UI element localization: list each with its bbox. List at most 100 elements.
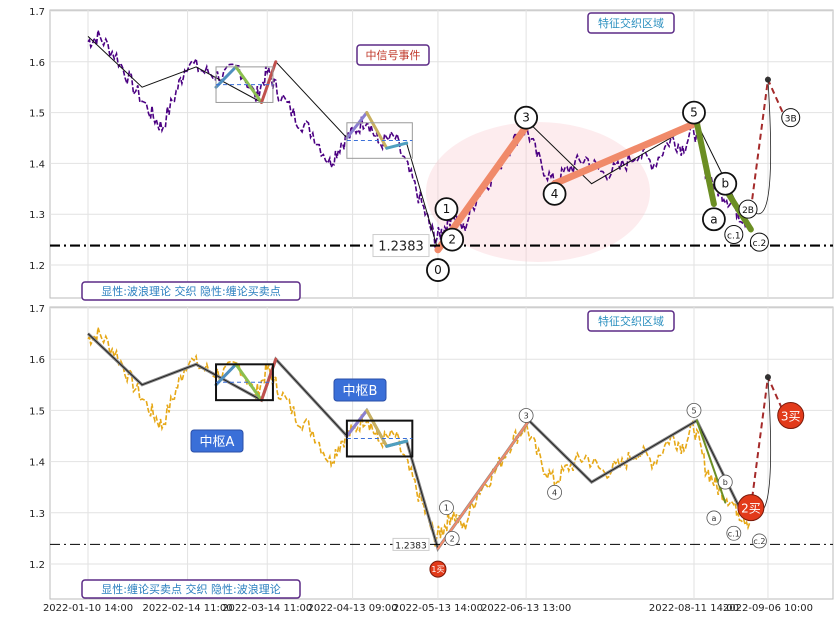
buy-point bbox=[737, 494, 765, 522]
top-overlay: 1.2383 0 1 2 3 4 5 a b c.1 c.2 2B 3B bbox=[50, 66, 833, 282]
wave-label: a bbox=[710, 212, 717, 226]
wave-segment bbox=[551, 119, 701, 188]
bottom-y-axis: 1.2 1.3 1.4 1.5 1.6 1.7 bbox=[29, 304, 45, 571]
wave-label-circle-small bbox=[686, 402, 702, 418]
wave-label-small: 3 bbox=[524, 412, 529, 421]
wave-segment bbox=[234, 362, 264, 402]
wave-label-small: c.1 bbox=[728, 529, 740, 538]
y-tick-label: 1.5 bbox=[29, 406, 45, 417]
y-tick-label: 1.2 bbox=[29, 560, 45, 571]
wave-label-circle bbox=[434, 197, 459, 222]
center-label-box bbox=[190, 429, 244, 453]
wave-label-small: 5 bbox=[691, 406, 696, 415]
zone-label-bottom: 特征交织区域 bbox=[587, 310, 675, 332]
y-tick-label: 1.3 bbox=[29, 509, 45, 520]
bottom-overlay: 1.2383 1 2 3 4 5 a b c.1 c.2 中枢A 中枢B 1买 2买 3买 bbox=[50, 363, 833, 578]
x-tick-label: 2022-09-06 10:00 bbox=[723, 603, 813, 614]
wave-label-circle bbox=[426, 258, 450, 282]
wave-segment bbox=[345, 408, 369, 438]
wave-label-circle-small bbox=[726, 525, 742, 541]
legend-bottom-text: 显性:缠论买卖点 交织 隐性:波浪理论 bbox=[101, 582, 280, 596]
wave-label: 2 bbox=[448, 233, 456, 247]
bottom-panel-frame bbox=[49, 306, 834, 600]
wave-label: 3B bbox=[785, 115, 797, 125]
wave-label-circle bbox=[738, 199, 758, 219]
buy-point bbox=[429, 560, 447, 578]
wave-label: b bbox=[721, 177, 729, 191]
wave-segment bbox=[365, 408, 389, 448]
y-tick-label: 1.4 bbox=[29, 159, 45, 170]
buy-point-label: 2买 bbox=[741, 502, 761, 516]
wave-label-circle bbox=[713, 171, 738, 196]
wave-label-circle bbox=[542, 181, 567, 206]
x-tick-label: 2022-08-11 14:00 bbox=[649, 603, 739, 614]
y-tick-label: 1.6 bbox=[29, 58, 45, 69]
projection-peak bbox=[764, 76, 771, 83]
wave-segment bbox=[234, 65, 264, 104]
signal-event-label: 中信号事件 bbox=[356, 44, 430, 66]
wave-label-circle-small bbox=[439, 500, 454, 516]
feature-zone-ellipse bbox=[426, 122, 650, 262]
support-value-box bbox=[372, 234, 430, 258]
wave-label-circle-small bbox=[752, 533, 767, 549]
top-panel: 1.2 1.3 1.4 1.5 1.6 1.7 1.2383 0 1 2 3 4 5 a b c.1 c.2 2… bbox=[29, 7, 834, 299]
x-tick-label: 2022-04-13 09:00 bbox=[308, 603, 398, 614]
wave-label-small: 2 bbox=[450, 534, 455, 543]
wave-label-circle-small bbox=[518, 408, 534, 423]
top-grid bbox=[50, 10, 833, 298]
legend-bottom: 显性:缠论买卖点 交织 隐性:波浪理论 bbox=[81, 579, 301, 599]
y-tick-label: 1.2 bbox=[29, 261, 45, 272]
wave-segment bbox=[695, 419, 727, 504]
wave-label-small: b bbox=[723, 478, 728, 487]
x-tick-label: 2022-05-13 14:00 bbox=[393, 603, 483, 614]
legend-top: 显性:波浪理论 交织 隐性:缠论买卖点 bbox=[81, 281, 301, 301]
x-axis: 2022-01-10 14:00 2022-02-14 11:002022-03-… bbox=[43, 603, 813, 614]
y-tick-label: 1.4 bbox=[29, 458, 45, 469]
bottom-panel: 1.2 1.3 1.4 1.5 1.6 1.7 1.2383 1 2 3 4 5 a b c.1 c.2 中枢… bbox=[29, 304, 834, 600]
wave-label-circle-small bbox=[547, 484, 562, 500]
y-tick-label: 1.7 bbox=[29, 304, 45, 315]
x-tick-label: 2022-01-10 14:00 bbox=[43, 603, 133, 614]
wave-segment bbox=[385, 141, 409, 150]
wave-label-small: a bbox=[711, 514, 716, 523]
center-label-box bbox=[333, 378, 387, 402]
wave-label-circle bbox=[781, 108, 801, 128]
wave-label: c.2 bbox=[753, 239, 767, 249]
buy-point bbox=[777, 402, 805, 430]
wave-label-circle bbox=[514, 105, 539, 130]
wave-label: 3 bbox=[522, 111, 530, 125]
wave-label-circle-small bbox=[706, 510, 722, 526]
x-tick-label: 2022-06-13 13:00 bbox=[481, 603, 571, 614]
support-value-label: 1.2383 bbox=[395, 541, 427, 551]
wave-segment bbox=[693, 119, 717, 208]
y-tick-label: 1.3 bbox=[29, 210, 45, 221]
wave-segment bbox=[345, 111, 369, 140]
wave-label: 0 bbox=[434, 263, 442, 277]
wave-label: 2B bbox=[742, 206, 754, 216]
wave-label-small: c.2 bbox=[753, 537, 765, 546]
wave-label-circle-small bbox=[444, 531, 460, 546]
wave-label-small: 4 bbox=[552, 488, 557, 497]
wave-label-small: 1 bbox=[444, 504, 449, 513]
support-value-label: 1.2383 bbox=[378, 240, 424, 255]
wave-label: 1 bbox=[443, 202, 451, 216]
wave-label: c.1 bbox=[727, 232, 741, 242]
wave-segment bbox=[214, 65, 238, 89]
wave-label-circle bbox=[440, 227, 465, 252]
support-value-box bbox=[392, 537, 430, 551]
legend-top-text: 显性:波浪理论 交织 隐性:缠论买卖点 bbox=[101, 284, 280, 298]
wave-label: 4 bbox=[551, 187, 559, 201]
bottom-series-group bbox=[86, 327, 751, 552]
signal-event-text: 中信号事件 bbox=[366, 49, 421, 62]
wave-label-circle bbox=[749, 232, 769, 252]
wave-label-circle-small bbox=[717, 474, 733, 490]
center-label: 中枢A bbox=[200, 435, 235, 450]
top-y-axis: 1.2 1.3 1.4 1.5 1.6 1.7 bbox=[29, 7, 45, 272]
wave-label-circle bbox=[702, 207, 726, 232]
wave-segment bbox=[214, 362, 238, 387]
wave-segment bbox=[365, 111, 389, 150]
zone-label-top: 特征交织区域 bbox=[587, 12, 675, 34]
projection-arc bbox=[750, 79, 772, 215]
